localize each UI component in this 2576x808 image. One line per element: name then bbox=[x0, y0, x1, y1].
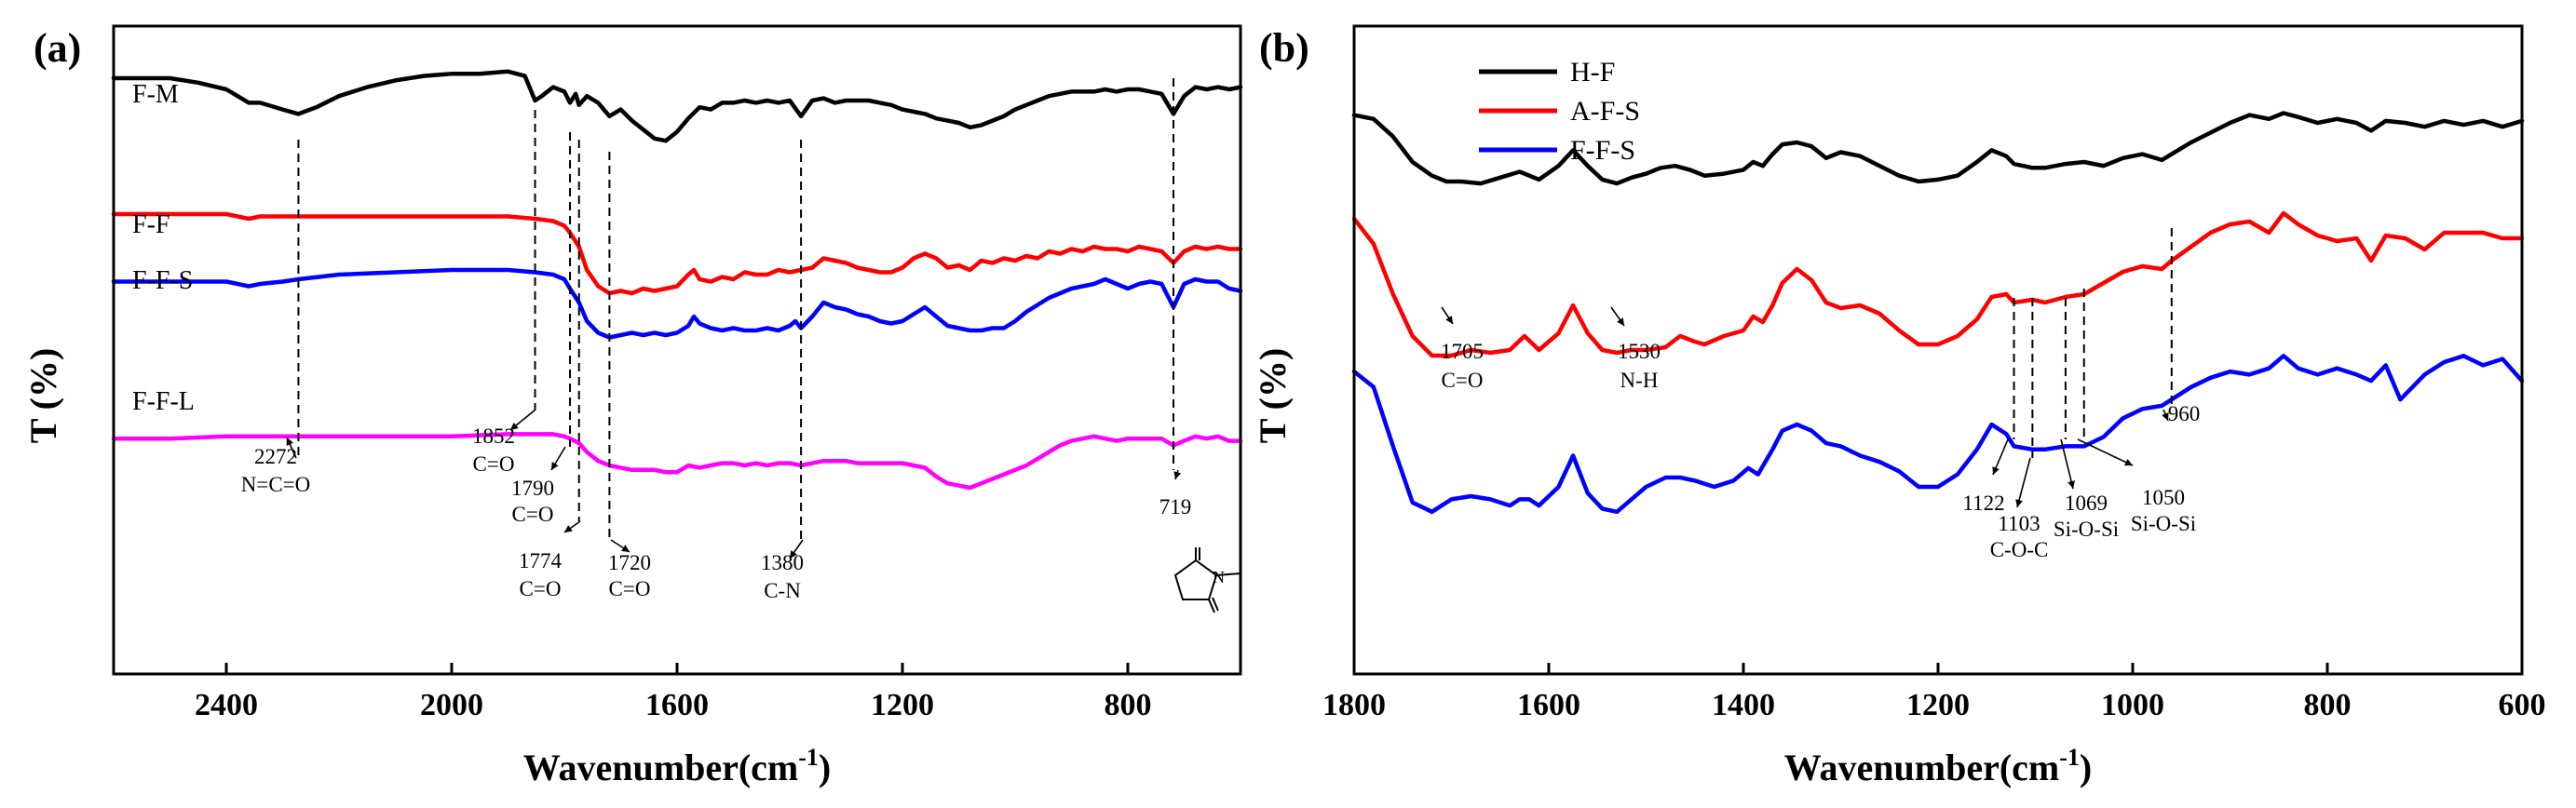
series-line-f-m bbox=[111, 69, 1243, 143]
series-label: F-F-L bbox=[132, 387, 195, 416]
x-tick-label: 1400 bbox=[1712, 688, 1775, 722]
annotation-arrow bbox=[1992, 466, 2000, 475]
annotation-text: 2272 bbox=[254, 445, 297, 468]
x-tick-label: 1600 bbox=[1517, 688, 1580, 722]
annotation-text: N=C=O bbox=[241, 473, 311, 496]
x-axis-title: Wavenumber(cm-1) bbox=[1784, 744, 2093, 788]
annotation-arrow bbox=[510, 422, 519, 430]
annotation-arrow bbox=[790, 550, 797, 559]
x-tick-label: 800 bbox=[1105, 688, 1152, 722]
annotation-group: 2272N=C=O1852C=O1790C=O1774C=O1720C=O138… bbox=[241, 409, 1192, 602]
annotation-text: 1720 bbox=[608, 551, 651, 574]
panel-label: (a) bbox=[34, 25, 81, 71]
x-tick-label: 1200 bbox=[871, 688, 934, 722]
annotation-text: C=O bbox=[520, 577, 562, 600]
series-line-f-f bbox=[111, 211, 1243, 296]
legend: H-F A-F-S F-F-S bbox=[1479, 57, 1640, 166]
annotation-text: 960 bbox=[2168, 402, 2201, 425]
x-tick-label: 1000 bbox=[2101, 688, 2164, 722]
annotation-arrow bbox=[1617, 317, 1624, 326]
annotation-leader bbox=[2077, 438, 2134, 466]
x-axis-title-sup: -1 bbox=[2059, 744, 2080, 771]
annotation-leader bbox=[2016, 457, 2031, 508]
annotation-text: 1774 bbox=[519, 549, 563, 572]
x-axis-title-main: Wavenumber(cm bbox=[523, 747, 799, 788]
x-axis-title-close: ) bbox=[819, 747, 831, 788]
annotation-text: C=O bbox=[609, 577, 651, 600]
series-label: F-F bbox=[132, 210, 169, 239]
x-axis-title-main: Wavenumber(cm bbox=[1784, 747, 2060, 788]
annotation-text: C=O bbox=[512, 503, 554, 526]
marker-group bbox=[2013, 228, 2173, 458]
x-axis-title: Wavenumber(cm-1) bbox=[523, 744, 832, 788]
x-tick-label: 2400 bbox=[195, 688, 258, 722]
panel-a: (a) T (%) F-M F-F F-F-S F-F-L 2272 N=C=O 1852… bbox=[22, 24, 1243, 788]
series-label: F-F-S bbox=[132, 266, 193, 295]
series-group bbox=[1351, 111, 2525, 515]
annotation-text: 1050 bbox=[2142, 486, 2185, 509]
annotation-arrow bbox=[286, 438, 293, 446]
annotation-text: Si-O-Si bbox=[2054, 518, 2119, 541]
legend-label: A-F-S bbox=[1570, 96, 1640, 127]
x-axis-title-sup: -1 bbox=[798, 744, 819, 771]
plot-frame bbox=[112, 24, 1242, 676]
annotation-arrow bbox=[564, 525, 573, 532]
x-tick-label: 1800 bbox=[1322, 688, 1386, 722]
x-tick-label: 1200 bbox=[1906, 688, 1970, 722]
series-line-a-f-s bbox=[1351, 210, 2525, 358]
maleimide-structure-icon: N bbox=[1173, 547, 1241, 613]
annotation-arrow bbox=[1445, 316, 1453, 324]
annotation-text: 1380 bbox=[761, 551, 804, 574]
marker-group bbox=[297, 78, 1175, 540]
x-tick-label: 600 bbox=[2499, 688, 2546, 722]
annotation-text: N-H bbox=[1620, 369, 1659, 392]
annotation-arrow bbox=[621, 545, 630, 552]
series-line-f-f-l bbox=[111, 432, 1243, 491]
legend-label: H-F bbox=[1570, 57, 1615, 88]
series-group: F-M F-F F-F-S F-F-L bbox=[111, 69, 1243, 491]
annotation-text: C=O bbox=[473, 452, 515, 476]
y-axis-title: T (%) bbox=[22, 348, 64, 444]
legend-label: F-F-S bbox=[1570, 135, 1635, 166]
series-line-f-f-s bbox=[1351, 354, 2525, 515]
series-line-h-f bbox=[1351, 111, 2525, 186]
annotation-text: 1530 bbox=[1618, 340, 1661, 363]
annotation-arrow bbox=[2124, 458, 2133, 466]
annotation-text: 1790 bbox=[511, 477, 554, 500]
annotation-text: 1705 bbox=[1441, 340, 1484, 363]
annotation-text: 719 bbox=[1159, 495, 1192, 518]
annotation-text: C=O bbox=[1442, 369, 1484, 392]
svg-text:N: N bbox=[1213, 568, 1225, 586]
annotation-text: 1852 bbox=[472, 424, 515, 448]
annotation-arrow bbox=[2015, 499, 2023, 507]
annotation-text: 1069 bbox=[2065, 492, 2108, 515]
x-axis-ticks: 2400 2000 1600 1200 800 bbox=[195, 663, 1152, 722]
x-axis-ticks: 1800 1600 1400 1200 1000 800 600 bbox=[1322, 663, 2546, 722]
x-tick-label: 2000 bbox=[420, 688, 483, 722]
annotation-text: C-N bbox=[764, 579, 801, 602]
panel-label: (b) bbox=[1259, 25, 1309, 71]
annotation-arrow bbox=[2162, 412, 2169, 421]
x-axis-title-close: ) bbox=[2080, 747, 2092, 788]
annotation-arrow bbox=[1173, 471, 1182, 479]
annotation-text: C-O-C bbox=[1990, 538, 2049, 561]
annotation-arrow bbox=[551, 462, 559, 470]
annotation-arrow bbox=[2068, 480, 2075, 489]
x-tick-label: 800 bbox=[2304, 688, 2352, 722]
series-label: F-M bbox=[132, 80, 179, 109]
plot-frame bbox=[1352, 24, 2524, 676]
annotation-text: 1122 bbox=[1962, 492, 2004, 515]
y-axis-title: T (%) bbox=[1252, 348, 1294, 444]
x-tick-label: 1600 bbox=[645, 688, 709, 722]
series-line-f-f-s bbox=[111, 267, 1243, 340]
annotation-leader bbox=[2060, 438, 2074, 490]
annotation-text: Si-O-Si bbox=[2131, 512, 2196, 535]
annotation-text: 1103 bbox=[1998, 512, 2040, 535]
